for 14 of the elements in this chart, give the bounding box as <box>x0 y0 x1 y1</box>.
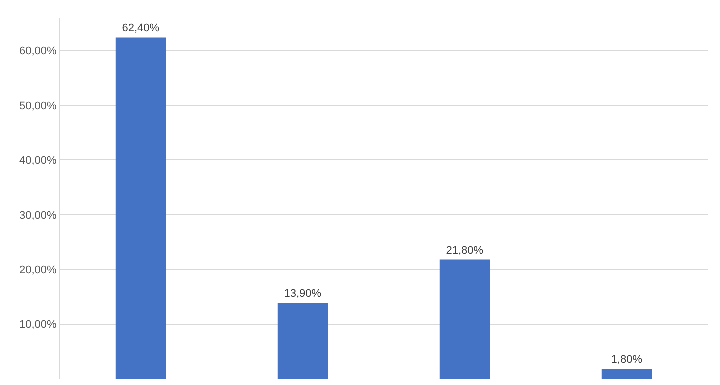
y-tick-label: 50,00% <box>19 100 58 112</box>
y-tick-label: 40,00% <box>19 155 58 168</box>
y-tick-label: 20,00% <box>19 264 58 276</box>
data-label: 1,80% <box>611 354 643 366</box>
bar <box>278 302 328 379</box>
data-label: 62,40% <box>122 22 160 35</box>
y-tick-label: 10,00% <box>19 319 58 332</box>
bar <box>116 38 166 379</box>
bar <box>602 369 652 379</box>
data-label: 13,90% <box>284 288 322 300</box>
y-tick-label: 30,00% <box>19 210 58 222</box>
data-label: 21,80% <box>446 244 484 257</box>
y-tick-label: 60,00% <box>19 46 58 58</box>
bar <box>440 260 490 379</box>
